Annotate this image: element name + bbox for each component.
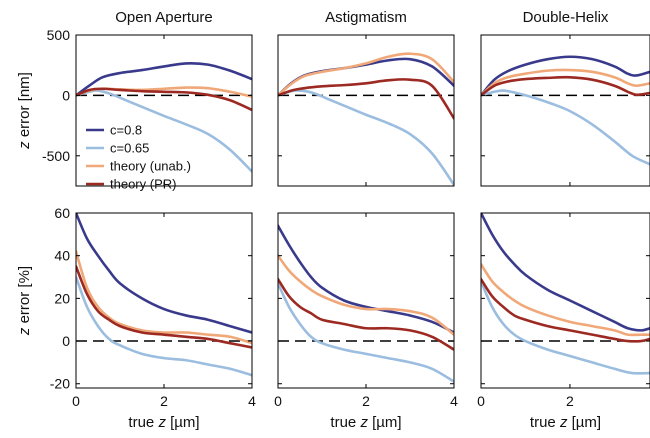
y-axis-label-part: z — [16, 141, 33, 150]
x-axis-label-part: [µm] — [368, 414, 402, 431]
x-axis-label-part: true — [128, 414, 158, 431]
panel-frame — [480, 34, 650, 187]
series-line-c-0-8 — [278, 224, 454, 334]
series-line-c-0-8 — [76, 213, 252, 334]
y-axis-label: z error [%] — [16, 266, 33, 336]
x-axis-label: true z [µm] — [330, 414, 401, 431]
x-tick-label: 4 — [450, 393, 458, 409]
series-line-theory-pr- — [76, 265, 252, 349]
series-line-theory-pr- — [278, 78, 454, 120]
series-line-theory-pr- — [481, 277, 650, 343]
legend: c=0.8 c=0.65 theory (unab.) theory (PR) — [86, 123, 191, 192]
x-axis-label-part: true — [530, 414, 560, 431]
series-line-theory-unab- — [278, 52, 454, 97]
x-axis-label-part: z — [559, 414, 568, 431]
x-axis-label-part: true — [330, 414, 360, 431]
series-line-c-0-65 — [278, 89, 454, 186]
series-line-theory-unab- — [481, 68, 650, 97]
x-axis-label: true z [µm] — [128, 414, 199, 431]
series-line-c-0-8 — [481, 55, 650, 97]
panel-title: Double-Helix — [523, 9, 609, 26]
legend-label: c=0.8 — [110, 123, 142, 138]
series-line-theory-unab- — [76, 250, 252, 345]
x-axis-label-part: [µm] — [567, 414, 601, 431]
x-tick-label: 2 — [362, 393, 370, 409]
y-tick-label: -500 — [42, 148, 70, 164]
series-line-c-0-8 — [481, 213, 650, 332]
x-axis-label-part: [µm] — [166, 414, 200, 431]
panel-frame — [480, 212, 650, 389]
x-axis-label: true z [µm] — [530, 414, 601, 431]
series-line-theory-pr- — [481, 75, 650, 97]
x-tick-label: 0 — [477, 393, 485, 409]
panel-frame — [75, 212, 253, 389]
panel-r0-c1: Astigmatism — [277, 9, 455, 187]
panel-title: Astigmatism — [325, 9, 407, 26]
series-line-c-0-65 — [278, 282, 454, 383]
y-tick-label: 500 — [47, 27, 71, 43]
panel-title: Open Aperture — [115, 9, 213, 26]
series-line-theory-pr- — [278, 277, 454, 351]
series-line-c-0-65 — [76, 275, 252, 377]
panel-r0-c2: Double-Helix — [480, 9, 650, 187]
y-tick-label: 0 — [62, 87, 70, 103]
y-tick-label: 60 — [54, 205, 70, 221]
y-tick-label: -20 — [50, 376, 70, 392]
y-axis-label-part: error [%] — [16, 266, 33, 328]
x-tick-label: 2 — [160, 393, 168, 409]
y-axis-label-part: z — [16, 327, 33, 336]
legend-label: theory (unab.) — [110, 159, 191, 174]
y-tick-label: 20 — [54, 290, 70, 306]
x-tick-label: 4 — [248, 393, 256, 409]
series-line-c-0-8 — [76, 61, 252, 97]
series-line-theory-unab- — [278, 254, 454, 336]
panel-r1-c2: 0 2 true z [µm] — [477, 212, 650, 431]
x-tick-label: 0 — [72, 393, 80, 409]
y-axis-label-part: error [nm] — [16, 72, 33, 141]
legend-label: c=0.65 — [110, 141, 149, 156]
series-line-theory-pr- — [76, 87, 252, 112]
panel-r1-c1: 0 2 4 true z [µm] — [274, 212, 458, 431]
series-line-c-0-65 — [481, 279, 650, 375]
series-line-c-0-65 — [481, 89, 650, 166]
y-tick-label: 0 — [62, 333, 70, 349]
panel-r0-c0: 500 0 -500 Open Aperture — [42, 9, 253, 187]
x-tick-label: 2 — [566, 393, 574, 409]
x-axis-label-part: z — [157, 414, 166, 431]
x-tick-label: 0 — [274, 393, 282, 409]
legend-label: theory (PR) — [110, 177, 176, 192]
y-tick-label: 40 — [54, 248, 70, 264]
x-axis-label-part: z — [359, 414, 368, 431]
y-axis-label: z error [nm] — [16, 72, 33, 150]
panel-frame — [277, 212, 455, 389]
series-line-theory-unab- — [481, 262, 650, 337]
